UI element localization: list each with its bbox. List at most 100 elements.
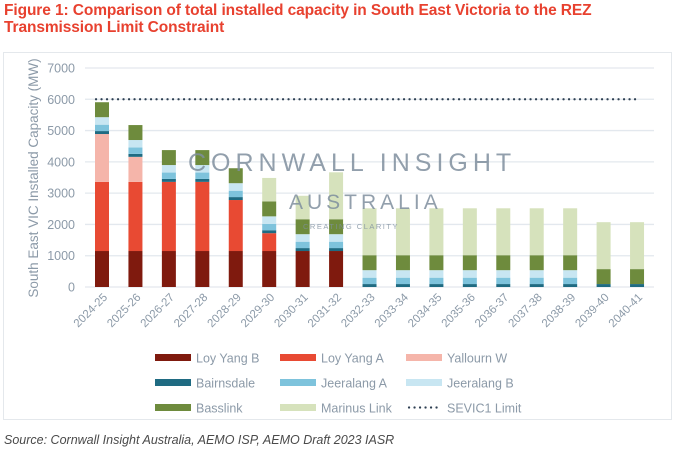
legend-swatch	[280, 354, 316, 361]
bar-segment-bairnsdale	[362, 284, 377, 287]
bar-segment-bairnsdale	[496, 284, 511, 287]
bar-segment-marinus-link	[630, 222, 645, 270]
legend-swatch	[155, 379, 191, 386]
legend-label: Bairnsdale	[196, 377, 255, 391]
x-tick-label: 2031-32	[306, 292, 344, 330]
x-tick-label: 2027-28	[172, 292, 210, 330]
bar-segment-jeeralang-a	[462, 277, 477, 285]
x-tick-label: 2028-29	[206, 292, 244, 330]
bar-segment-jeeralang-a	[429, 277, 444, 285]
bar-segment-bairnsdale	[262, 230, 277, 234]
bar-segment-jeeralang-b	[329, 234, 344, 242]
x-tick-label: 2035-36	[440, 292, 478, 330]
legend-swatch	[155, 404, 191, 411]
y-tick-label: 0	[68, 281, 75, 295]
bar-segment-loy-yang-b	[295, 251, 310, 287]
bar-segment-bairnsdale	[529, 284, 544, 287]
bar-segment-jeeralang-b	[462, 270, 477, 278]
bar-segment-loy-yang-a	[95, 181, 109, 252]
bar-segment-basslink	[529, 255, 544, 271]
bar-segment-basslink	[596, 269, 611, 285]
x-tick-label: 2029-30	[239, 292, 277, 330]
bar-segment-basslink	[462, 255, 477, 271]
bar-segment-marinus-link	[496, 208, 511, 256]
watermark: CORNWALL INSIGHT AUSTRALIA CREATING CLAR…	[188, 149, 516, 231]
legend-item-jeeralang-a: Jeeralang A	[280, 377, 388, 391]
stacked-bar-chart: 0 1000 2000 3000 4000 5000 6000 7000 South East…	[26, 58, 654, 416]
bar-segment-jeeralang-a	[128, 147, 143, 154]
bar-segment-jeeralang-b	[128, 140, 143, 148]
bar-segment-jeeralang-b	[295, 234, 310, 242]
x-tick-label: 2037-38	[507, 292, 545, 330]
y-tick-label: 6000	[47, 93, 75, 107]
legend-swatch	[155, 354, 191, 361]
bar-segment-marinus-link	[529, 208, 544, 256]
legend-swatch	[406, 354, 442, 361]
bar-segment-bairnsdale	[429, 284, 444, 287]
x-tick-label: 2040-41	[607, 292, 645, 330]
bar-segment-jeeralang-a	[496, 277, 511, 285]
bar-segment-bairnsdale	[228, 197, 243, 201]
bar-segment-basslink	[329, 219, 344, 235]
legend-item-loy-yang-a: Loy Yang A	[280, 352, 384, 366]
bar-segment-bairnsdale	[128, 153, 143, 157]
bar-segment-basslink	[362, 255, 377, 271]
watermark-line3: CREATING CLARITY	[303, 222, 399, 231]
bar-segment-loy-yang-b	[228, 251, 243, 287]
x-tick-label: 2030-31	[272, 292, 310, 330]
bar-segment-jeeralang-b	[228, 183, 243, 191]
bar-segment-jeeralang-b	[496, 270, 511, 278]
bar-segment-marinus-link	[262, 177, 277, 202]
bar-segment-loy-yang-a	[228, 200, 243, 252]
bar-segment-basslink	[228, 168, 243, 184]
bar-segment-jeeralang-b	[262, 216, 277, 224]
x-tick-label: 2025-26	[105, 292, 143, 330]
bar-segment-jeeralang-a	[362, 277, 377, 285]
bar-segment-basslink	[195, 150, 210, 166]
x-axis-ticks: 2024-252025-262026-272027-282028-292029-…	[72, 291, 645, 330]
legend-label: Loy Yang A	[321, 352, 384, 366]
legend-swatch	[406, 379, 442, 386]
bar-segment-bairnsdale	[329, 248, 344, 252]
bar-segment-loy-yang-a	[128, 181, 143, 252]
x-tick-label: 2024-25	[72, 292, 110, 330]
y-tick-label: 7000	[47, 62, 75, 76]
bar-segment-marinus-link	[563, 208, 578, 256]
bar-segment-yallourn-w	[95, 134, 109, 182]
bar-segment-basslink	[630, 269, 645, 285]
bar-segment-jeeralang-a	[228, 190, 243, 198]
legend-item-loy-yang-b: Loy Yang B	[155, 352, 259, 366]
legend-swatch	[280, 379, 316, 386]
bar-segment-marinus-link	[429, 208, 444, 256]
bar-segment-basslink	[95, 102, 109, 118]
bar-segment-marinus-link	[295, 195, 310, 220]
x-tick-label: 2032-33	[339, 292, 377, 330]
bar-segment-marinus-link	[596, 222, 611, 270]
x-tick-label: 2036-37	[473, 292, 511, 330]
legend-label: Loy Yang B	[196, 352, 259, 366]
bar-segment-bairnsdale	[563, 284, 578, 287]
bar-segment-jeeralang-b	[563, 270, 578, 278]
legend-item-bairnsdale: Bairnsdale	[155, 377, 255, 391]
bars	[95, 102, 645, 287]
bar-segment-loy-yang-b	[128, 251, 143, 287]
bar-segment-marinus-link	[395, 208, 410, 256]
bar-segment-jeeralang-b	[95, 117, 109, 125]
bar-segment-jeeralang-b	[529, 270, 544, 278]
bar-segment-bairnsdale	[295, 248, 310, 252]
x-tick-label: 2034-35	[406, 292, 444, 330]
bar-segment-loy-yang-a	[161, 181, 176, 252]
bar-segment-marinus-link	[362, 208, 377, 256]
bar-segment-bairnsdale	[630, 284, 645, 287]
bar-segment-loy-yang-b	[161, 251, 176, 287]
bar-segment-jeeralang-a	[195, 172, 210, 179]
bar-segment-basslink	[262, 201, 277, 217]
bar-segment-jeeralang-b	[195, 165, 210, 173]
watermark-line1: CORNWALL INSIGHT	[188, 149, 516, 177]
source-note: Source: Cornwall Insight Australia, AEMO…	[4, 433, 395, 447]
x-tick-label: 2039-40	[573, 292, 611, 330]
y-tick-label: 4000	[47, 155, 75, 169]
legend: Loy Yang B Loy Yang A Yallourn W Bairnsdale…	[155, 352, 522, 416]
bar-segment-jeeralang-a	[295, 241, 310, 249]
bar-segment-loy-yang-b	[195, 251, 210, 287]
